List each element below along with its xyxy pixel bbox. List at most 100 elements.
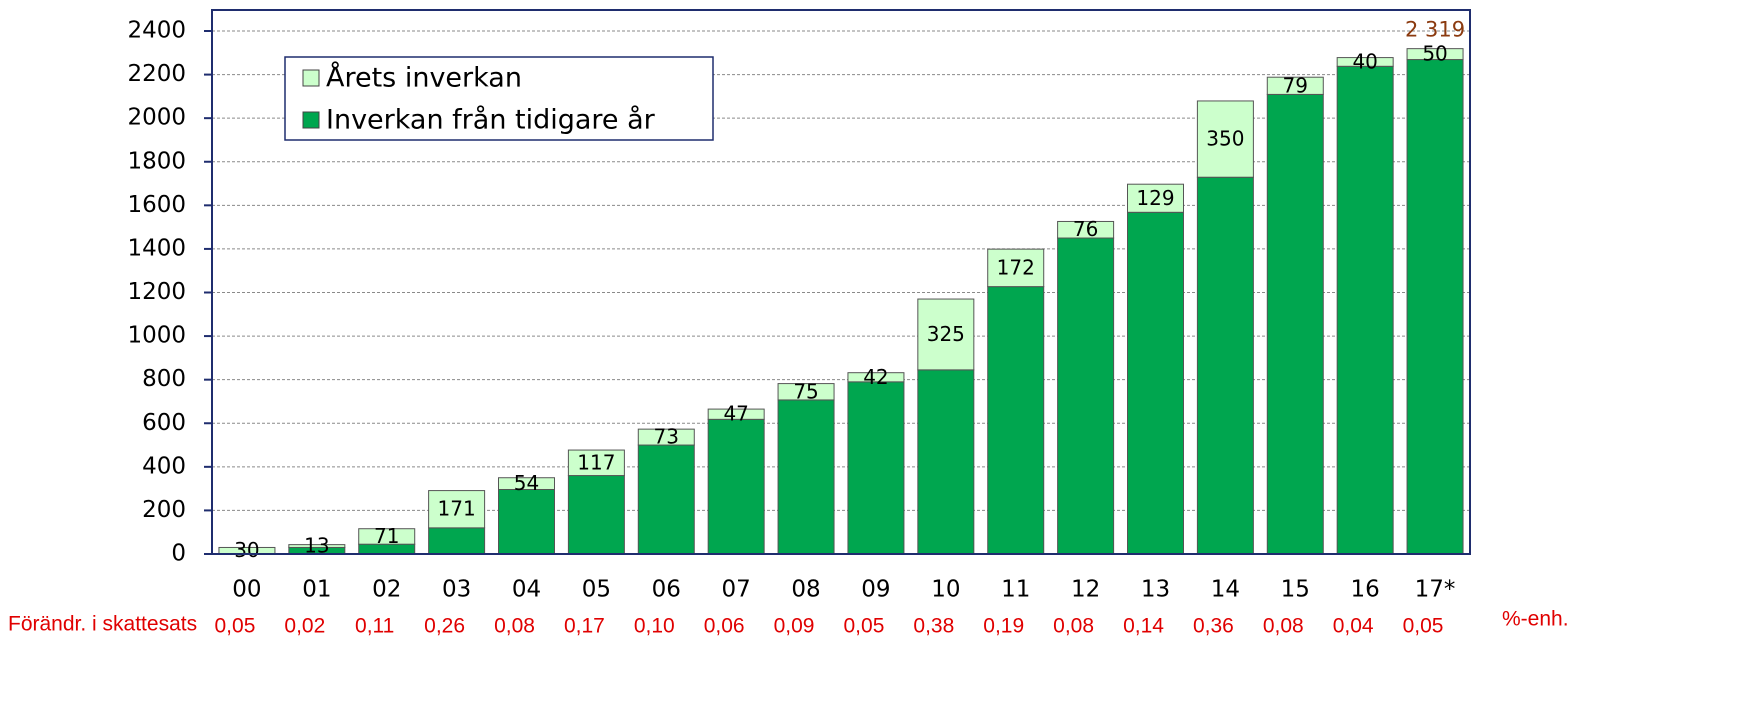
y-tick-label: 1000 <box>127 323 186 349</box>
legend-swatch <box>302 69 320 87</box>
rate-label: 0,08 <box>494 615 535 638</box>
rate-label: 0,14 <box>1123 615 1164 638</box>
value-label: 79 <box>1283 73 1308 97</box>
rate-label: 0,09 <box>774 615 815 638</box>
rate-label: 0,05 <box>844 615 885 638</box>
rate-label: 0,19 <box>983 615 1024 638</box>
value-label: 117 <box>577 450 615 474</box>
x-tick-label: 16 <box>1351 577 1380 603</box>
bar-segment <box>428 527 486 555</box>
rate-label: 0,11 <box>355 615 394 638</box>
bar-segment <box>1127 183 1184 213</box>
x-tick-label: 12 <box>1071 577 1100 603</box>
y-tick-label: 2000 <box>127 105 186 131</box>
x-tick-label: 11 <box>1001 577 1030 603</box>
bar-segment <box>847 372 905 383</box>
legend-label: Inverkan från tidigare år <box>326 105 656 136</box>
bar-segment <box>707 418 765 555</box>
y-tick-label: 1600 <box>127 192 186 218</box>
bar-segment <box>987 248 1045 288</box>
y-tick-label: 400 <box>142 453 186 479</box>
x-tick-label: 07 <box>722 577 751 603</box>
x-tick-label: 17* <box>1415 577 1456 603</box>
y-tick-label: 2400 <box>127 18 186 44</box>
y-tick-label: 600 <box>142 410 186 436</box>
value-label: 129 <box>1136 186 1174 210</box>
bar-segment <box>1266 93 1324 555</box>
bar-segment <box>1336 65 1394 555</box>
bar-segment <box>1057 237 1115 555</box>
x-tick-label: 08 <box>791 577 820 603</box>
rate-label: 0,06 <box>704 615 745 638</box>
x-tick-label: 15 <box>1281 577 1310 603</box>
y-tick-label: 2200 <box>127 61 186 87</box>
rate-label: 0,26 <box>424 615 465 638</box>
bar-segment <box>1196 176 1254 555</box>
rate-label: 0,36 <box>1193 615 1234 638</box>
rate-label: 0,08 <box>1263 615 1304 638</box>
bar-segment <box>1406 59 1464 555</box>
rate-unit: %-enh. <box>1502 608 1569 631</box>
value-label: 50 <box>1422 42 1447 66</box>
bar-segment <box>498 488 555 555</box>
bar-segment <box>358 528 416 545</box>
legend-box <box>284 56 714 141</box>
value-label: 172 <box>997 255 1035 279</box>
bar-segment <box>428 490 486 529</box>
rate-label: 0,05 <box>215 615 256 638</box>
value-label: 47 <box>723 402 748 426</box>
value-label: 54 <box>514 471 539 495</box>
bar-segment <box>498 477 555 490</box>
value-label: 42 <box>863 365 888 389</box>
bar-segment <box>1266 76 1324 95</box>
bar-segment <box>917 298 975 371</box>
rate-title: Förändr. i skattesats <box>8 613 197 636</box>
y-tick-label: 1800 <box>127 148 186 174</box>
y-tick-label: 200 <box>142 497 186 523</box>
x-tick-label: 03 <box>442 577 471 603</box>
x-tick-label: 10 <box>931 577 960 603</box>
x-tick-label: 00 <box>232 577 261 603</box>
value-label: 40 <box>1352 49 1377 73</box>
rate-label: 0,02 <box>284 615 325 638</box>
bar-segment <box>637 444 695 555</box>
bar-segment <box>847 381 905 555</box>
bar-segment <box>1057 220 1115 239</box>
bar-segment <box>1196 100 1254 178</box>
total-annotation: 2 319 <box>1405 18 1465 42</box>
x-tick-label: 02 <box>372 577 401 603</box>
bar-segment <box>1406 48 1464 61</box>
y-tick-label: 1200 <box>127 279 186 305</box>
x-tick-label: 09 <box>861 577 890 603</box>
legend-label: Årets inverkan <box>326 62 522 94</box>
x-tick-label: 04 <box>512 577 541 603</box>
bar-segment <box>567 475 625 555</box>
bar-segment <box>987 286 1045 555</box>
y-tick-label: 0 <box>171 541 186 567</box>
value-label: 71 <box>374 524 399 548</box>
value-label: 325 <box>927 322 965 346</box>
plot-frame <box>211 9 1471 555</box>
value-label: 73 <box>654 425 679 449</box>
rate-label: 0,05 <box>1403 615 1444 638</box>
bar-segment <box>1127 211 1184 555</box>
value-label: 75 <box>793 379 818 403</box>
x-tick-label: 14 <box>1211 577 1240 603</box>
legend-swatch <box>302 111 320 129</box>
x-tick-label: 13 <box>1141 577 1170 603</box>
value-label: 30 <box>234 538 259 562</box>
rate-label: 0,17 <box>564 615 605 638</box>
rate-label: 0,10 <box>634 615 675 638</box>
y-tick-label: 1400 <box>127 235 186 261</box>
bar-segment <box>637 428 695 446</box>
value-label: 171 <box>438 497 476 521</box>
bar-segment <box>1336 57 1394 67</box>
bar-segment <box>707 408 765 420</box>
bar-segment <box>777 383 835 401</box>
rate-label: 0,38 <box>913 615 954 638</box>
x-tick-label: 01 <box>302 577 331 603</box>
bar-segment <box>288 544 346 548</box>
value-label: 350 <box>1206 127 1244 151</box>
